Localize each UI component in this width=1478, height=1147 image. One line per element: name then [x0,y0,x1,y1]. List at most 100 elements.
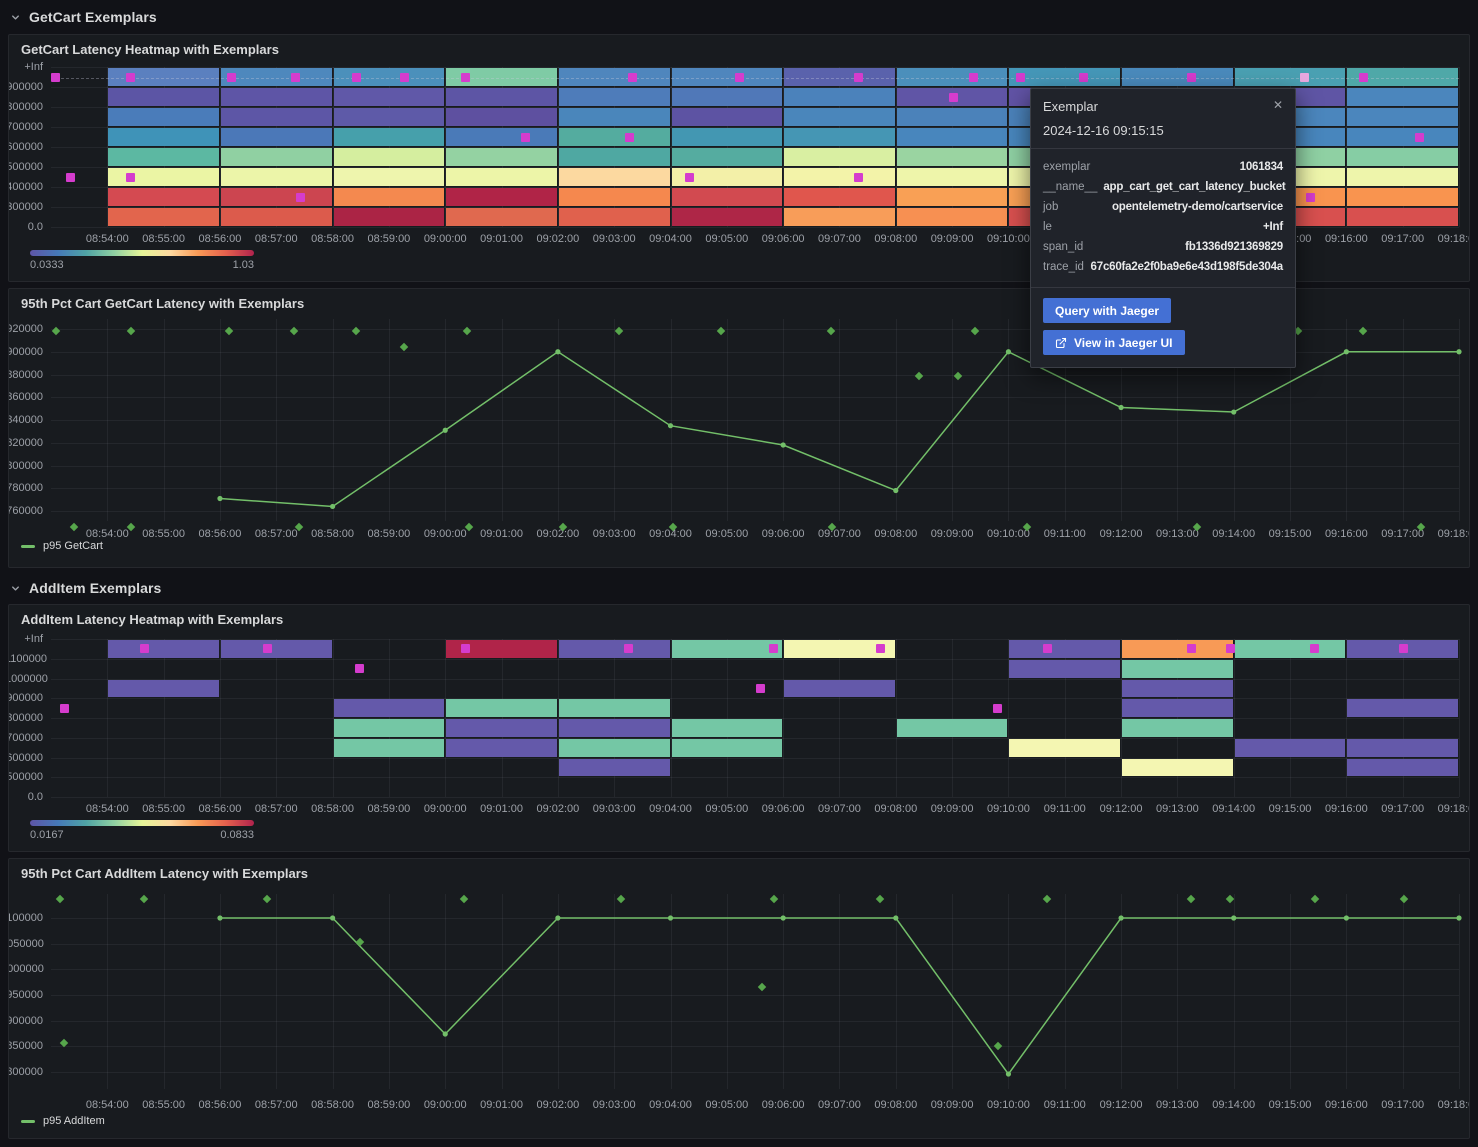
heatmap-cell[interactable] [108,168,219,186]
heatmap-cell[interactable] [220,68,332,86]
section-header-getcart[interactable]: GetCart Exemplars [10,6,157,28]
heatmap-cell[interactable] [333,168,445,186]
exemplar-marker[interactable] [140,644,150,654]
heatmap-cell[interactable] [333,208,445,226]
exemplar-diamond[interactable] [769,894,779,904]
heatmap-cell[interactable] [1009,738,1121,757]
heatmap-cell[interactable] [446,68,557,86]
heatmap-cell[interactable] [1122,758,1233,777]
heatmap-cell[interactable] [446,108,557,126]
exemplar-marker[interactable] [59,703,69,713]
heatmap-cell[interactable] [896,108,1008,126]
heatmap-cell[interactable] [333,128,445,146]
heatmap-cell[interactable] [896,208,1008,226]
heatmap-cell[interactable] [671,88,783,106]
exemplar-marker[interactable] [876,644,886,654]
heatmap-cell[interactable] [220,128,332,146]
heatmap-cell[interactable] [671,719,783,737]
exemplar-diamond[interactable] [355,937,365,947]
heatmap-cell[interactable] [220,108,332,126]
exemplar-marker[interactable] [1306,192,1316,202]
exemplar-marker[interactable] [1043,644,1053,654]
exemplar-marker[interactable] [949,92,959,102]
exemplar-marker[interactable] [263,644,273,654]
heatmap-cell[interactable] [1234,640,1346,658]
panel-title-additem-p95[interactable]: 95th Pct Cart AddItem Latency with Exemp… [21,866,309,881]
exemplar-marker[interactable] [351,72,361,82]
heatmap-cell[interactable] [446,148,557,166]
heatmap-cell[interactable] [896,128,1008,146]
heatmap-cell[interactable] [896,68,1008,86]
heatmap-cell[interactable] [671,68,783,86]
exemplar-marker[interactable] [853,72,863,82]
heatmap-cell[interactable] [558,88,670,106]
heatmap-cell[interactable] [220,148,332,166]
exemplar-marker[interactable] [126,172,136,182]
exemplar-marker[interactable] [1079,72,1089,82]
heatmap-cell[interactable] [671,640,783,658]
heatmap-cell[interactable] [1347,68,1458,86]
heatmap-cell[interactable] [1347,208,1458,226]
heatmap-cell[interactable] [896,719,1008,737]
heatmap-cell[interactable] [558,168,670,186]
heatmap-cell[interactable] [108,88,219,106]
heatmap-cell[interactable] [1347,128,1458,146]
heatmap-cell[interactable] [1122,679,1233,698]
heatmap-cell[interactable] [1347,188,1458,206]
heatmap-cell[interactable] [558,719,670,737]
heatmap-cell[interactable] [784,88,895,106]
heatmap-cell[interactable] [1009,659,1121,678]
exemplar-marker[interactable] [992,703,1002,713]
heatmap-cell[interactable] [784,679,895,698]
exemplar-diamond[interactable] [262,894,272,904]
heatmap-cell[interactable] [784,128,895,146]
panel-title-getcart-p95[interactable]: 95th Pct Cart GetCart Latency with Exemp… [21,296,305,311]
heatmap-cell[interactable] [671,208,783,226]
heatmap-cell[interactable] [446,188,557,206]
exemplar-marker[interactable] [624,132,634,142]
heatmap-cell[interactable] [558,699,670,717]
exemplar-marker[interactable] [400,72,410,82]
heatmap-cell[interactable] [784,68,895,86]
heatmap-cell[interactable] [558,640,670,658]
exemplar-diamond[interactable] [915,371,924,380]
heatmap-cell[interactable] [108,68,219,86]
exemplar-marker[interactable] [1016,72,1026,82]
exemplar-marker[interactable] [1358,72,1368,82]
heatmap-cell[interactable] [446,719,557,737]
close-icon[interactable]: ✕ [1272,98,1283,112]
exemplar-diamond[interactable] [1311,894,1320,904]
heatmap-cell[interactable] [671,148,783,166]
heatmap-cell[interactable] [333,719,445,737]
heatmap-cell[interactable] [220,168,332,186]
heatmap-cell[interactable] [108,148,219,166]
heatmap-cell[interactable] [896,188,1008,206]
heatmap-cell[interactable] [108,208,219,226]
exemplar-marker[interactable] [126,72,136,82]
legend-p95-getcart[interactable]: p95 GetCart [21,540,103,552]
heatmap-cell[interactable] [1122,659,1233,678]
exemplar-marker[interactable] [226,72,236,82]
heatmap-cell[interactable] [784,208,895,226]
heatmap-cell[interactable] [1122,640,1233,658]
exemplar-marker[interactable] [291,72,301,82]
exemplar-marker[interactable] [296,192,306,202]
exemplar-marker[interactable] [769,644,779,654]
legend-p95-additem[interactable]: p95 AddItem [21,1115,105,1127]
exemplar-marker[interactable] [1399,644,1409,654]
exemplar-marker[interactable] [969,72,979,82]
heatmap-cell[interactable] [671,168,783,186]
heatmap-cell[interactable] [1347,168,1458,186]
exemplar-diamond[interactable] [1399,894,1408,904]
panel-title-additem-heatmap[interactable]: AddItem Latency Heatmap with Exemplars [21,612,284,627]
heatmap-cell[interactable] [896,148,1008,166]
heatmap-cell[interactable] [1234,738,1346,757]
exemplar-marker[interactable] [684,172,694,182]
heatmap-cell[interactable] [446,699,557,717]
heatmap-cell[interactable] [220,640,332,658]
heatmap-cell[interactable] [1009,640,1121,658]
heatmap-cell[interactable] [784,188,895,206]
heatmap-cell[interactable] [220,208,332,226]
view-in-jaeger-button[interactable]: View in Jaeger UI [1043,330,1185,355]
query-with-jaeger-button[interactable]: Query with Jaeger [1043,298,1172,323]
